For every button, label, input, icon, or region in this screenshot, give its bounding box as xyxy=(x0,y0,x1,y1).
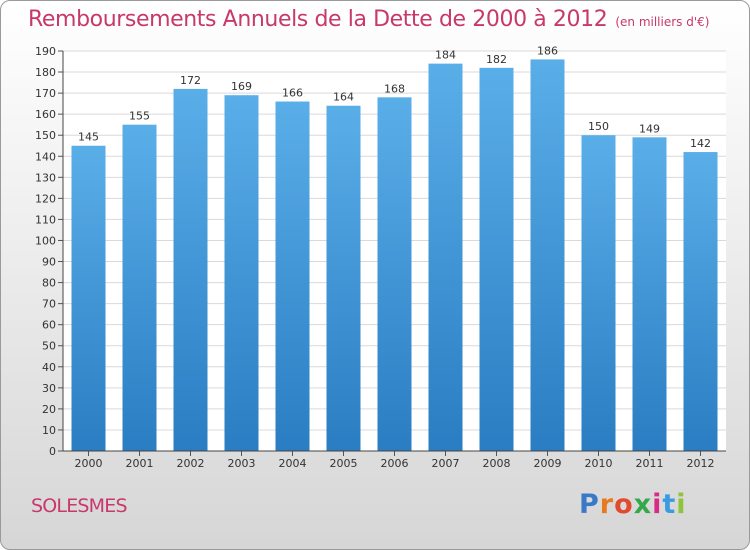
y-tick-label: 70 xyxy=(42,298,56,311)
y-tick-label: 60 xyxy=(42,319,56,332)
bar-value-label: 150 xyxy=(588,120,609,133)
bar-value-label: 155 xyxy=(129,110,150,123)
y-tick-label: 150 xyxy=(35,129,56,142)
x-tick-label: 2011 xyxy=(636,457,664,470)
logo-letter: x xyxy=(633,489,653,520)
x-tick-label: 2005 xyxy=(330,457,358,470)
logo-letter: o xyxy=(614,489,634,520)
y-tick-label: 80 xyxy=(42,277,56,290)
bar-value-label: 169 xyxy=(231,80,252,93)
bar-value-label: 168 xyxy=(384,82,405,95)
bar-2009 xyxy=(530,59,565,451)
bars: 145 155 172 169 166 164 168 184 182 186 150 149 142 xyxy=(71,44,718,452)
bar-2011 xyxy=(632,137,667,451)
y-tick-label: 170 xyxy=(35,87,56,100)
bar-2000 xyxy=(71,145,106,451)
x-axis: 2000 2001 2002 2003 2004 2005 2006 2007 2008 2009… xyxy=(63,450,726,470)
bar-value-label: 182 xyxy=(486,53,507,66)
x-tick-label: 2009 xyxy=(534,457,562,470)
chart-title-text: Remboursements Annuels de la Dette de 20… xyxy=(28,7,608,32)
y-axis: 0 10 20 30 40 50 60 70 80 90 100 110 120 130 140 150 160… xyxy=(35,45,64,458)
bar-2010 xyxy=(581,135,616,452)
y-tick-label: 140 xyxy=(35,150,56,163)
x-tick-label: 2007 xyxy=(432,457,460,470)
bar-value-label: 142 xyxy=(690,137,711,150)
bar-2008 xyxy=(479,67,514,451)
bar-2001 xyxy=(122,124,157,452)
bar-2012 xyxy=(683,152,718,452)
x-tick-label: 2004 xyxy=(279,457,307,470)
y-tick-label: 190 xyxy=(35,45,56,58)
proxiti-logo[interactable]: Proxiti xyxy=(579,489,687,520)
bar-value-label: 145 xyxy=(78,131,99,144)
logo-letter: i xyxy=(652,489,663,520)
x-tick-label: 2008 xyxy=(483,457,511,470)
y-tick-label: 20 xyxy=(42,403,56,416)
x-tick-label: 2000 xyxy=(75,457,103,470)
city-name: SOLESMES xyxy=(31,495,128,517)
chart-title: Remboursements Annuels de la Dette de 20… xyxy=(28,7,709,32)
bar-2003 xyxy=(224,95,259,452)
y-tick-label: 0 xyxy=(49,445,56,458)
bar-value-label: 149 xyxy=(639,122,660,135)
bar-value-label: 172 xyxy=(180,74,201,87)
y-tick-label: 180 xyxy=(35,66,56,79)
x-tick-label: 2006 xyxy=(381,457,409,470)
bar-2006 xyxy=(377,97,412,451)
y-tick-label: 50 xyxy=(42,340,56,353)
y-tick-label: 160 xyxy=(35,108,56,121)
logo-letter: i xyxy=(676,489,687,520)
x-tick-label: 2010 xyxy=(585,457,613,470)
y-tick-label: 10 xyxy=(42,424,56,437)
logo-letter: P xyxy=(579,489,600,520)
bar-2002 xyxy=(173,88,208,451)
logo-letter: r xyxy=(599,489,615,520)
bar-value-label: 184 xyxy=(435,49,456,62)
bar-value-label: 166 xyxy=(282,87,303,100)
y-tick-label: 130 xyxy=(35,171,56,184)
y-tick-label: 90 xyxy=(42,256,56,269)
x-tick-label: 2012 xyxy=(687,457,715,470)
x-tick-label: 2002 xyxy=(177,457,205,470)
y-tick-label: 110 xyxy=(35,213,56,226)
x-tick-label: 2001 xyxy=(126,457,154,470)
chart-subtitle: (en milliers d'€) xyxy=(615,15,710,29)
y-tick-label: 120 xyxy=(35,192,56,205)
bar-value-label: 164 xyxy=(333,91,354,104)
logo-letter: t xyxy=(662,489,677,520)
y-tick-label: 40 xyxy=(42,361,56,374)
bar-value-label: 186 xyxy=(537,44,558,57)
y-tick-label: 100 xyxy=(35,234,56,247)
y-tick-label: 30 xyxy=(42,382,56,395)
bar-2005 xyxy=(326,105,361,451)
bar-2004 xyxy=(275,101,310,452)
bar-2007 xyxy=(428,63,463,451)
x-tick-label: 2003 xyxy=(228,457,256,470)
